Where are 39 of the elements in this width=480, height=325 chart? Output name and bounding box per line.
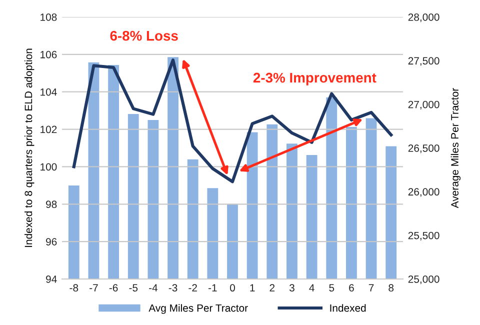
y-tick-label: 106 <box>40 50 57 58</box>
x-tick-label: -6 <box>109 284 118 292</box>
y-tick-label: 94 <box>46 276 57 283</box>
y-tick-label: 100 <box>40 163 57 171</box>
x-tick-label: -7 <box>90 284 98 292</box>
y-tick-label: 108 <box>40 14 57 21</box>
x-tick-label: 5 <box>329 284 334 292</box>
y2-tick-label: 27,000 <box>408 100 440 110</box>
x-tick-label: 6 <box>349 284 354 292</box>
x-tick-label: 7 <box>368 284 374 292</box>
annotation: 2-3% Improvement <box>253 72 376 86</box>
y2-tick-label: 27,500 <box>408 57 440 66</box>
y-tick-label: 102 <box>40 126 57 134</box>
x-tick-label: -3 <box>168 284 178 292</box>
legend-label: Avg Miles Per Tractor <box>148 304 248 314</box>
x-tick-label: -5 <box>129 284 138 292</box>
y-tick-label: 96 <box>46 238 57 246</box>
y2-tick-label: 26,000 <box>408 188 440 197</box>
y2-tick-label: 26,500 <box>408 144 440 154</box>
x-tick-label: 8 <box>388 284 394 292</box>
y2-tick-label: 28,000 <box>408 14 440 22</box>
line-series <box>72 58 393 184</box>
x-tick-label: 2 <box>270 284 275 292</box>
legend-label: Indexed <box>330 304 366 312</box>
x-tick-label: -1 <box>208 284 217 292</box>
annotation: 6-8% Loss <box>110 30 178 41</box>
x-tick-label: 3 <box>289 284 294 292</box>
y2-axis-title: Average Miles Per Tractor <box>450 88 461 208</box>
x-tick-label: 0 <box>230 284 235 292</box>
x-tick-label: 1 <box>250 284 255 292</box>
y-axis-title: Indexed to 8 quarters prior to ELD adoption <box>24 48 34 247</box>
y2-tick-label: 25,500 <box>408 232 440 240</box>
x-tick-label: 4 <box>309 284 314 292</box>
x-tick-label: -2 <box>188 284 197 292</box>
y2-tick-label: 25,000 <box>408 276 440 284</box>
x-tick-label: -4 <box>149 284 158 292</box>
x-tick-label: -8 <box>70 284 78 292</box>
y-tick-label: 98 <box>46 200 57 208</box>
y-tick-label: 104 <box>40 88 57 96</box>
